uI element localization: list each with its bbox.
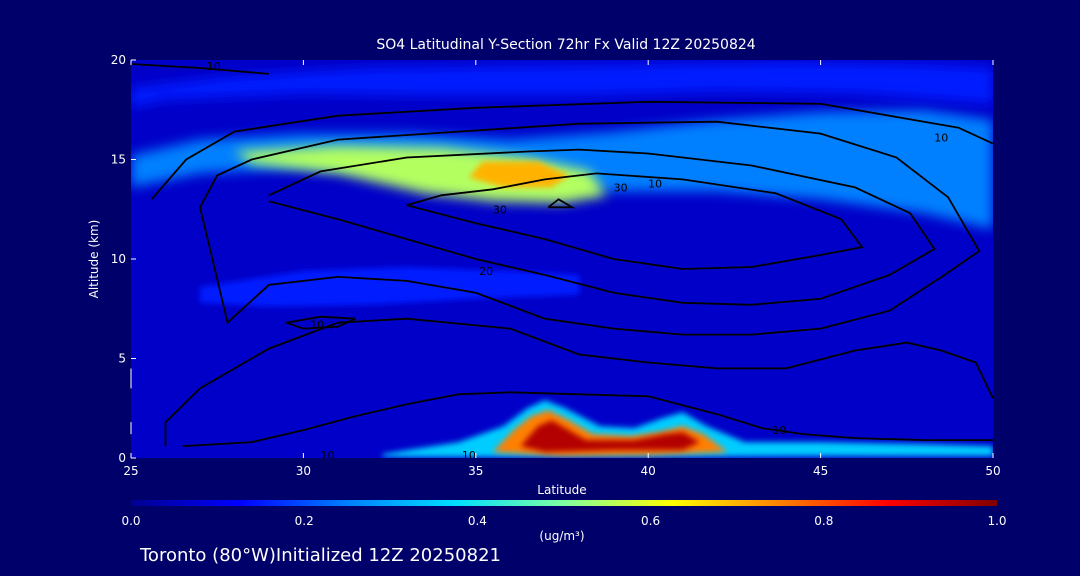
field-surface-peak xyxy=(520,420,700,452)
contour-label: 30 xyxy=(614,181,628,194)
y-tick-label: 10 xyxy=(111,252,126,266)
colorbar-unit-label: (ug/m³) xyxy=(539,529,584,543)
contour-label: 10 xyxy=(934,132,948,145)
x-tick-label: 40 xyxy=(641,464,656,478)
contour-line-10 xyxy=(199,120,981,336)
y-tick-label: 5 xyxy=(118,352,126,366)
colorbar-tick-label: 0.8 xyxy=(814,514,833,528)
colorbar-tick-label: 0.0 xyxy=(121,514,140,528)
colorbar xyxy=(131,500,997,506)
contour-label: 10 xyxy=(207,60,221,73)
x-tick-label: 30 xyxy=(296,464,311,478)
contour-line-10 xyxy=(131,63,269,75)
x-tick-label: 35 xyxy=(468,464,483,478)
field-upper-core xyxy=(234,145,607,204)
contour-line-20 xyxy=(268,148,936,306)
y-tick-label: 20 xyxy=(111,53,126,67)
contour-line-10 xyxy=(182,391,993,447)
y-tick-label: 15 xyxy=(111,153,126,167)
contour-label: 10 xyxy=(310,319,324,332)
colorbar-tick-label: 1.0 xyxy=(987,514,1006,528)
x-axis-label: Latitude xyxy=(537,483,586,497)
concentration-field xyxy=(131,62,993,457)
x-tick-label: 50 xyxy=(985,464,1000,478)
field-upper-peak xyxy=(468,161,569,188)
contour-label: 10 xyxy=(648,177,662,190)
contour-label: 30 xyxy=(493,203,507,216)
colorbar-tick-label: 0.6 xyxy=(641,514,660,528)
contour-line-30 xyxy=(406,172,864,270)
x-tick-label: 25 xyxy=(123,464,138,478)
footer-text: Toronto (80°W)Initialized 12Z 20250821 xyxy=(139,545,501,566)
y-axis-label: Altitude (km) xyxy=(87,220,101,299)
colorbar-tick-label: 0.2 xyxy=(295,514,314,528)
contour-label: 20 xyxy=(479,265,493,278)
contour-line-10 xyxy=(164,317,993,447)
contour-label: 10 xyxy=(462,449,476,462)
y-tick-label: 0 xyxy=(118,451,126,465)
colorbar-tick-label: 0.4 xyxy=(468,514,487,528)
chart-title: SO4 Latitudinal Y-Section 72hr Fx Valid … xyxy=(376,37,755,53)
contour-line-10 xyxy=(285,315,356,330)
x-tick-label: 45 xyxy=(813,464,828,478)
colorbar-ticks: 0.0 0.2 0.4 0.6 0.8 1.0 xyxy=(121,514,1006,528)
axes: 25 30 35 40 45 50 0 5 10 15 20 xyxy=(111,53,1001,478)
contour-label: 10 xyxy=(772,424,786,437)
contour-lines: 10 10 10 10 10 10 10 20 30 30 xyxy=(131,60,993,462)
contour-label: 10 xyxy=(321,449,335,462)
contour-line-30 xyxy=(547,198,576,209)
field-upper-band-top xyxy=(131,62,993,108)
contour-line-10 xyxy=(151,100,993,200)
